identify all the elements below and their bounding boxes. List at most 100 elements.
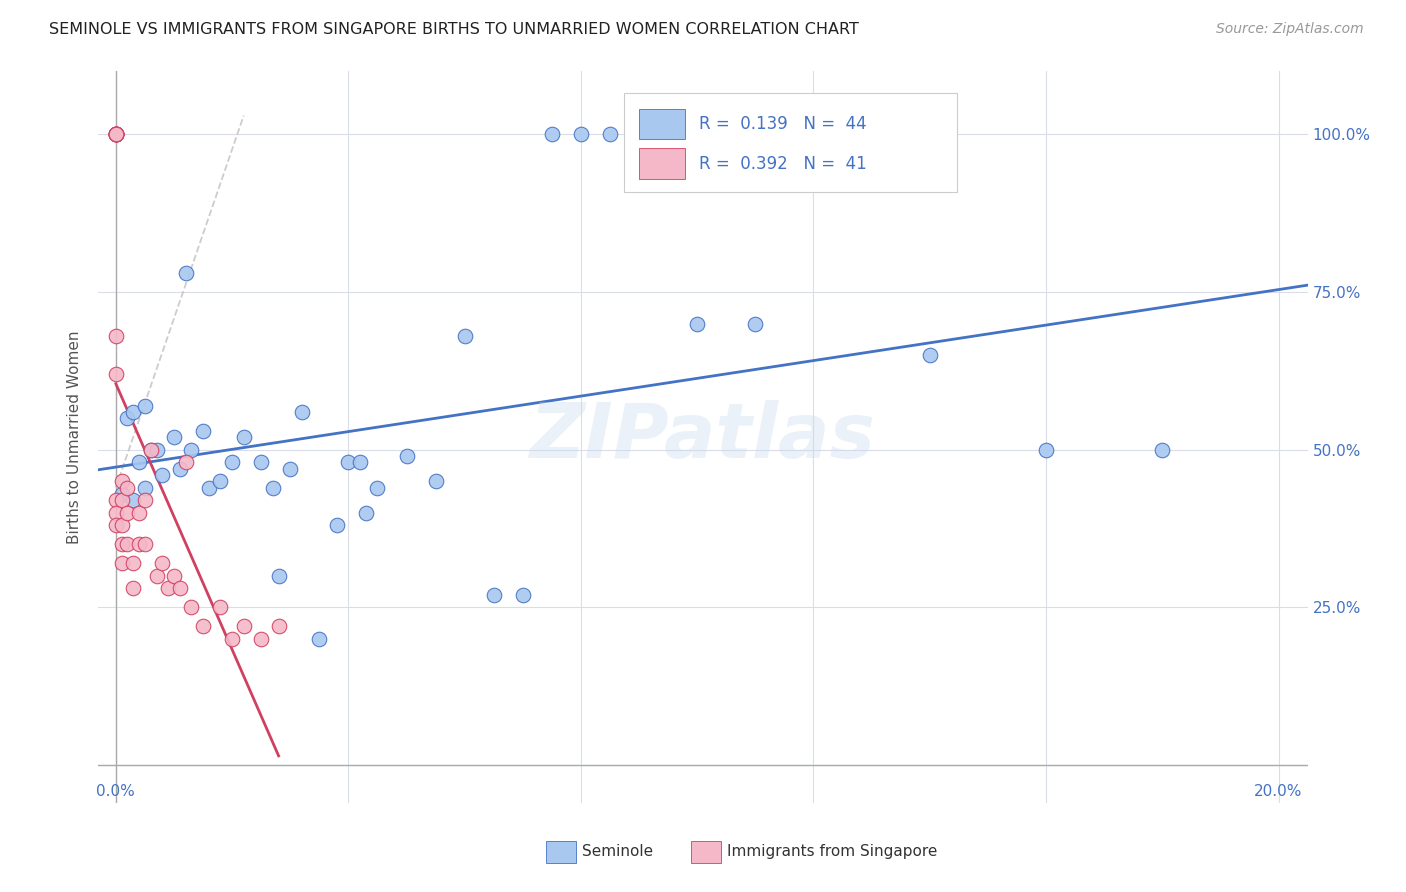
Point	[1152, 442, 1174, 457]
Point	[122, 582, 145, 596]
Point	[628, 128, 651, 142]
Point	[117, 411, 139, 425]
Point	[191, 424, 214, 438]
Point	[145, 442, 167, 457]
Point	[180, 600, 202, 615]
Point	[180, 442, 202, 457]
Point	[163, 569, 186, 583]
Point	[221, 455, 243, 469]
Point	[111, 518, 134, 533]
Point	[174, 266, 197, 280]
Point	[104, 128, 127, 142]
Point	[209, 474, 232, 488]
Point	[128, 455, 150, 469]
Text: SEMINOLE VS IMMIGRANTS FROM SINGAPORE BIRTHS TO UNMARRIED WOMEN CORRELATION CHAR: SEMINOLE VS IMMIGRANTS FROM SINGAPORE BI…	[49, 22, 859, 37]
Point	[744, 317, 766, 331]
Point	[104, 128, 127, 142]
Point	[169, 461, 191, 475]
Point	[191, 619, 214, 633]
Point	[209, 600, 232, 615]
Point	[139, 442, 162, 457]
Point	[139, 442, 162, 457]
Point	[134, 399, 156, 413]
Text: 0.0%: 0.0%	[97, 783, 135, 798]
Point	[278, 461, 301, 475]
Point	[111, 487, 134, 501]
Point	[104, 329, 127, 343]
Point	[599, 128, 621, 142]
Point	[918, 348, 941, 362]
Text: ZIPatlas: ZIPatlas	[530, 401, 876, 474]
Point	[395, 449, 418, 463]
Point	[128, 537, 150, 551]
Point	[157, 582, 180, 596]
Point	[308, 632, 330, 646]
Point	[104, 128, 127, 142]
FancyBboxPatch shape	[638, 148, 685, 179]
Point	[349, 455, 371, 469]
FancyBboxPatch shape	[690, 841, 721, 863]
Point	[104, 367, 127, 381]
Point	[169, 582, 191, 596]
Point	[134, 493, 156, 508]
Point	[104, 128, 127, 142]
Point	[221, 632, 243, 646]
Text: Immigrants from Singapore: Immigrants from Singapore	[727, 845, 938, 859]
Point	[104, 518, 127, 533]
Point	[117, 537, 139, 551]
Point	[122, 493, 145, 508]
Text: Source: ZipAtlas.com: Source: ZipAtlas.com	[1216, 22, 1364, 37]
Point	[569, 128, 592, 142]
Point	[198, 481, 221, 495]
Point	[150, 556, 173, 570]
Point	[425, 474, 447, 488]
Point	[134, 537, 156, 551]
Point	[122, 405, 145, 419]
Point	[291, 405, 314, 419]
Point	[104, 506, 127, 520]
Point	[117, 481, 139, 495]
FancyBboxPatch shape	[624, 94, 957, 192]
Point	[354, 506, 377, 520]
Point	[163, 430, 186, 444]
Point	[267, 619, 290, 633]
Point	[104, 493, 127, 508]
Point	[111, 556, 134, 570]
Point	[232, 430, 254, 444]
Text: R =  0.392   N =  41: R = 0.392 N = 41	[699, 154, 868, 172]
Point	[104, 128, 127, 142]
Point	[540, 128, 562, 142]
Text: 20.0%: 20.0%	[1254, 783, 1303, 798]
FancyBboxPatch shape	[546, 841, 576, 863]
Point	[453, 329, 475, 343]
Text: R =  0.139   N =  44: R = 0.139 N = 44	[699, 115, 868, 133]
Point	[122, 556, 145, 570]
Point	[145, 569, 167, 583]
Point	[232, 619, 254, 633]
Point	[134, 481, 156, 495]
Point	[326, 518, 349, 533]
Point	[117, 506, 139, 520]
Point	[1035, 442, 1057, 457]
Point	[482, 588, 505, 602]
Point	[512, 588, 534, 602]
Text: Seminole: Seminole	[582, 845, 654, 859]
Point	[104, 128, 127, 142]
Point	[174, 455, 197, 469]
Point	[686, 317, 709, 331]
Point	[128, 506, 150, 520]
Point	[104, 128, 127, 142]
Point	[111, 493, 134, 508]
Y-axis label: Births to Unmarried Women: Births to Unmarried Women	[67, 330, 83, 544]
Point	[111, 537, 134, 551]
FancyBboxPatch shape	[638, 109, 685, 139]
Point	[267, 569, 290, 583]
Point	[250, 632, 273, 646]
Point	[262, 481, 284, 495]
Point	[366, 481, 388, 495]
Point	[250, 455, 273, 469]
Point	[150, 467, 173, 482]
Point	[111, 474, 134, 488]
Point	[104, 128, 127, 142]
Point	[337, 455, 360, 469]
